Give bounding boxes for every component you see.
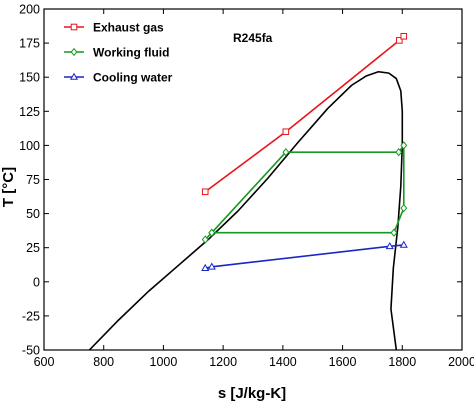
plot-border xyxy=(43,8,463,351)
y-tick-label: 200 xyxy=(19,3,40,17)
x-tick-label: 1800 xyxy=(388,355,416,369)
x-tick-label: 1400 xyxy=(269,355,297,369)
y-tick-label: -50 xyxy=(22,344,40,358)
y-tick-label: 25 xyxy=(26,241,40,255)
data-point xyxy=(201,235,209,244)
series-group xyxy=(201,32,408,271)
data-point xyxy=(282,128,290,136)
data-point xyxy=(208,228,216,237)
series-exhaust-gas xyxy=(201,32,408,196)
x-tick-label: 800 xyxy=(93,355,114,369)
data-point xyxy=(385,242,394,250)
series-line xyxy=(205,244,404,269)
y-tick-label: 100 xyxy=(19,139,40,153)
legend-item: Working fluid xyxy=(64,46,169,60)
x-tick-label: 600 xyxy=(34,355,55,369)
data-point xyxy=(395,148,403,157)
series-working-fluid xyxy=(201,141,408,244)
x-tick-label: 1000 xyxy=(150,355,178,369)
data-point xyxy=(390,228,398,237)
data-point xyxy=(399,240,408,248)
series-cooling-water xyxy=(201,240,408,271)
plot-frame xyxy=(43,8,463,351)
y-tick-label: 75 xyxy=(26,173,40,187)
data-point xyxy=(282,148,290,157)
data-point xyxy=(400,141,408,150)
legend-label: Cooling water xyxy=(93,71,173,85)
legend: Exhaust gas Working fluid Cooling water xyxy=(64,21,173,85)
series-line xyxy=(204,35,405,193)
data-point xyxy=(201,188,209,196)
x-tick-label: 1600 xyxy=(329,355,357,369)
axis-ticks: 600 800 1000 1200 1400 1600 1800 2000 -50 -25 0 25 5… xyxy=(19,3,474,370)
y-tick-label: -25 xyxy=(22,309,40,323)
x-tick-label: 1200 xyxy=(209,355,237,369)
x-tick-label: 2000 xyxy=(448,355,474,369)
data-point xyxy=(201,263,210,271)
refrigerant-annotation: R245fa xyxy=(233,31,273,45)
y-tick-label: 125 xyxy=(19,105,40,119)
series-line xyxy=(204,144,405,241)
legend-marker xyxy=(70,23,78,31)
legend-marker xyxy=(70,47,78,57)
y-tick-label: 150 xyxy=(19,71,40,85)
legend-item: Cooling water xyxy=(64,71,173,85)
data-point xyxy=(207,262,216,270)
x-axis-title: s [J/kg-K] xyxy=(218,385,286,402)
data-point xyxy=(400,203,408,213)
data-point xyxy=(400,32,408,40)
legend-item: Exhaust gas xyxy=(64,21,164,35)
y-axis-title: T [°C] xyxy=(0,167,17,207)
saturation-dome xyxy=(88,70,404,350)
y-tick-label: 175 xyxy=(19,37,40,51)
saturation-curve xyxy=(88,70,404,350)
legend-marker xyxy=(69,72,79,80)
legend-label: Working fluid xyxy=(93,46,169,60)
data-point xyxy=(396,37,403,44)
y-tick-label: 0 xyxy=(33,275,40,289)
legend-label: Exhaust gas xyxy=(93,21,164,35)
y-tick-label: 50 xyxy=(26,207,40,221)
